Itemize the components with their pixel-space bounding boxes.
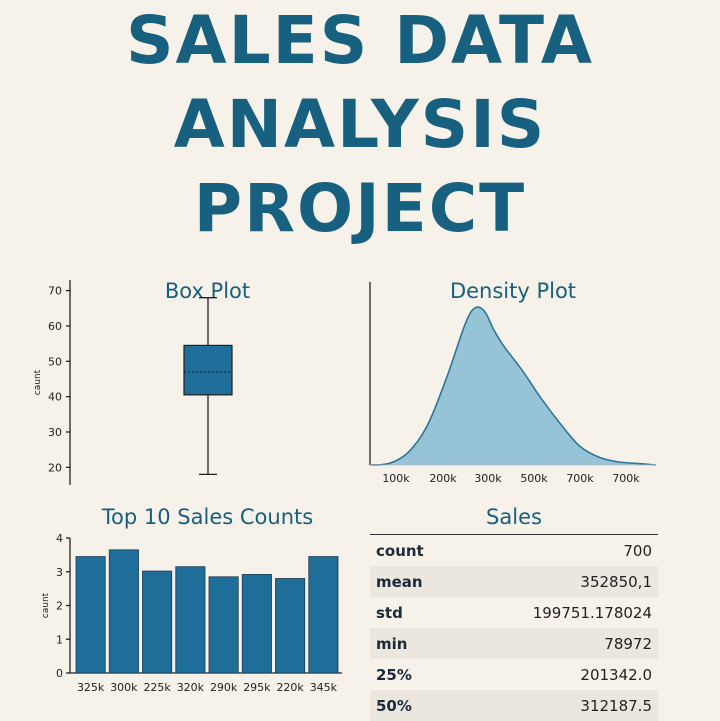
table-row: min 78972 (370, 628, 658, 659)
bar (241, 574, 272, 674)
title-line-2: ANALYSIS (173, 86, 547, 163)
density-x-tick-label: 500k (520, 472, 548, 485)
bar-y-tick-label: 3 (56, 566, 63, 579)
box-y-tick-label: 20 (48, 461, 62, 474)
title-line-3: PROJECT (193, 170, 527, 247)
density-plot-chart: 100k 200k 300k 500k 700k 700k (369, 282, 657, 485)
bar (75, 556, 106, 674)
density-x-tick-label: 100k (382, 472, 410, 485)
density-x-tick-label: 300k (474, 472, 502, 485)
bar (175, 566, 206, 674)
stat-name: 50% (370, 690, 461, 721)
stats-table-title: Sales (486, 505, 542, 529)
stat-name: std (376, 603, 403, 622)
stat-value: 352850,1 (460, 566, 658, 597)
bar-x-tick-label: 300k (110, 681, 138, 694)
stat-value: 201342.0 (580, 665, 652, 684)
bar-x-tick-label: 290k (210, 681, 238, 694)
box-y-tick-label: 50 (48, 355, 62, 368)
bar (275, 578, 306, 674)
bar-x-tick-label: 225k (143, 681, 171, 694)
box-y-tick-label: 30 (48, 426, 62, 439)
bar-chart-title: Top 10 Sales Counts (101, 505, 314, 529)
box-y-tick-label: 70 (48, 285, 62, 298)
table-row: mean 352850,1 (370, 566, 658, 597)
stat-value: 312187.5 (460, 690, 658, 721)
density-x-tick-label: 700k (566, 472, 594, 485)
bar-y-axis-label: caunt (41, 592, 51, 618)
density-area (370, 307, 656, 465)
stat-name: min (370, 628, 461, 659)
bar (208, 576, 239, 674)
bar-x-tick-label: 345k (310, 681, 338, 694)
density-x-tick-label: 700k (612, 472, 640, 485)
bar-x-tick-label: 325k (77, 681, 105, 694)
stats-table: count 700 mean 352850,1 std 199751.178024 min 7… (370, 534, 658, 721)
bar-x-tick-label: 320k (177, 681, 205, 694)
density-plot-title: Density Plot (449, 279, 577, 303)
bar-x-tick-label: 295k (243, 681, 271, 694)
bar-y-tick-label: 4 (56, 532, 63, 545)
box-plot-chart: 20 30 40 50 60 70 caunt (33, 280, 233, 485)
table-row: 25% 201342.0 (370, 659, 658, 690)
table-row: std 199751.178024 (370, 597, 658, 628)
bar (108, 549, 139, 674)
box-y-tick-label: 60 (48, 320, 62, 333)
box-y-axis-label: caunt (33, 369, 43, 395)
bar-y-tick-label: 2 (56, 600, 63, 613)
box-iqr (183, 344, 233, 396)
stat-value: 700 (460, 534, 658, 566)
density-x-tick-label: 200k (429, 472, 457, 485)
bar-y-tick-label: 1 (56, 633, 63, 646)
bar (142, 570, 173, 674)
stat-name: mean (370, 566, 461, 597)
table-row: 50% 312187.5 (370, 690, 658, 721)
bar (308, 556, 339, 674)
density-curve (369, 306, 657, 466)
box-y-tick-label: 40 (48, 391, 62, 404)
bar-y-tick-label: 0 (56, 667, 63, 680)
stat-value: 78972 (460, 628, 658, 659)
stat-name: count (370, 534, 461, 566)
stat-value: 199751.178024 (532, 603, 652, 622)
bar-x-tick-label: 220k (276, 681, 304, 694)
stat-name: 25% (376, 665, 412, 684)
bar-chart: 0 1 2 3 4 caunt 325k 300k 225k 320k 290k 295k 220k 34… (41, 532, 342, 694)
title-line-1: SALES DATA (126, 2, 594, 79)
table-row: count 700 (370, 534, 658, 566)
